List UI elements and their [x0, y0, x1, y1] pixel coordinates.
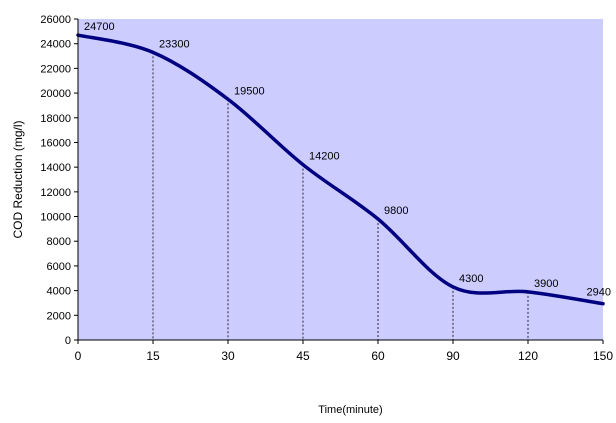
- x-tick-label: 0: [75, 349, 82, 363]
- x-tick-label: 30: [221, 349, 235, 363]
- x-tick-label: 90: [446, 349, 460, 363]
- y-tick-label: 24000: [40, 39, 71, 51]
- y-tick-label: 0: [65, 335, 71, 347]
- x-axis-ticks: 0 15 30 45 60 90 120 150: [75, 340, 613, 363]
- y-axis-title: COD Reduction (mg/l): [11, 120, 25, 238]
- data-label: 19500: [234, 85, 265, 97]
- y-tick-label: 20000: [40, 88, 71, 100]
- y-tick-label: 4000: [47, 286, 71, 298]
- data-label: 2940: [587, 287, 611, 299]
- x-tick-label: 45: [296, 349, 310, 363]
- y-tick-label: 26000: [40, 14, 71, 26]
- y-tick-label: 6000: [47, 261, 71, 273]
- data-label: 23300: [159, 38, 190, 50]
- y-tick-label: 8000: [47, 236, 71, 248]
- x-tick-label: 60: [371, 349, 385, 363]
- x-tick-label: 150: [593, 349, 613, 363]
- data-label: 9800: [384, 205, 408, 217]
- y-tick-label: 10000: [40, 212, 71, 224]
- x-tick-label: 120: [518, 349, 538, 363]
- y-tick-label: 14000: [40, 162, 71, 174]
- y-tick-label: 16000: [40, 137, 71, 149]
- x-axis-title: Time(minute): [318, 404, 382, 416]
- y-tick-label: 22000: [40, 63, 71, 75]
- data-label: 3900: [534, 278, 558, 290]
- data-label: 14200: [309, 151, 340, 163]
- drop-lines: [152, 52, 529, 340]
- x-tick-label: 15: [146, 349, 160, 363]
- y-tick-label: 18000: [40, 113, 71, 125]
- series-line: [76, 33, 605, 306]
- plot-area: [78, 19, 603, 340]
- y-tick-label: 12000: [40, 187, 71, 199]
- data-label: 4300: [459, 273, 483, 285]
- y-tick-label: 2000: [47, 310, 71, 322]
- y-axis-ticks: 0 2000 4000 6000 8000 10000 12000 14000 16000 180…: [40, 14, 78, 347]
- data-label: 24700: [84, 21, 115, 33]
- data-labels: 24700 23300 19500 14200 9800 4300 3900 2940: [84, 21, 611, 299]
- axes: [77, 19, 603, 341]
